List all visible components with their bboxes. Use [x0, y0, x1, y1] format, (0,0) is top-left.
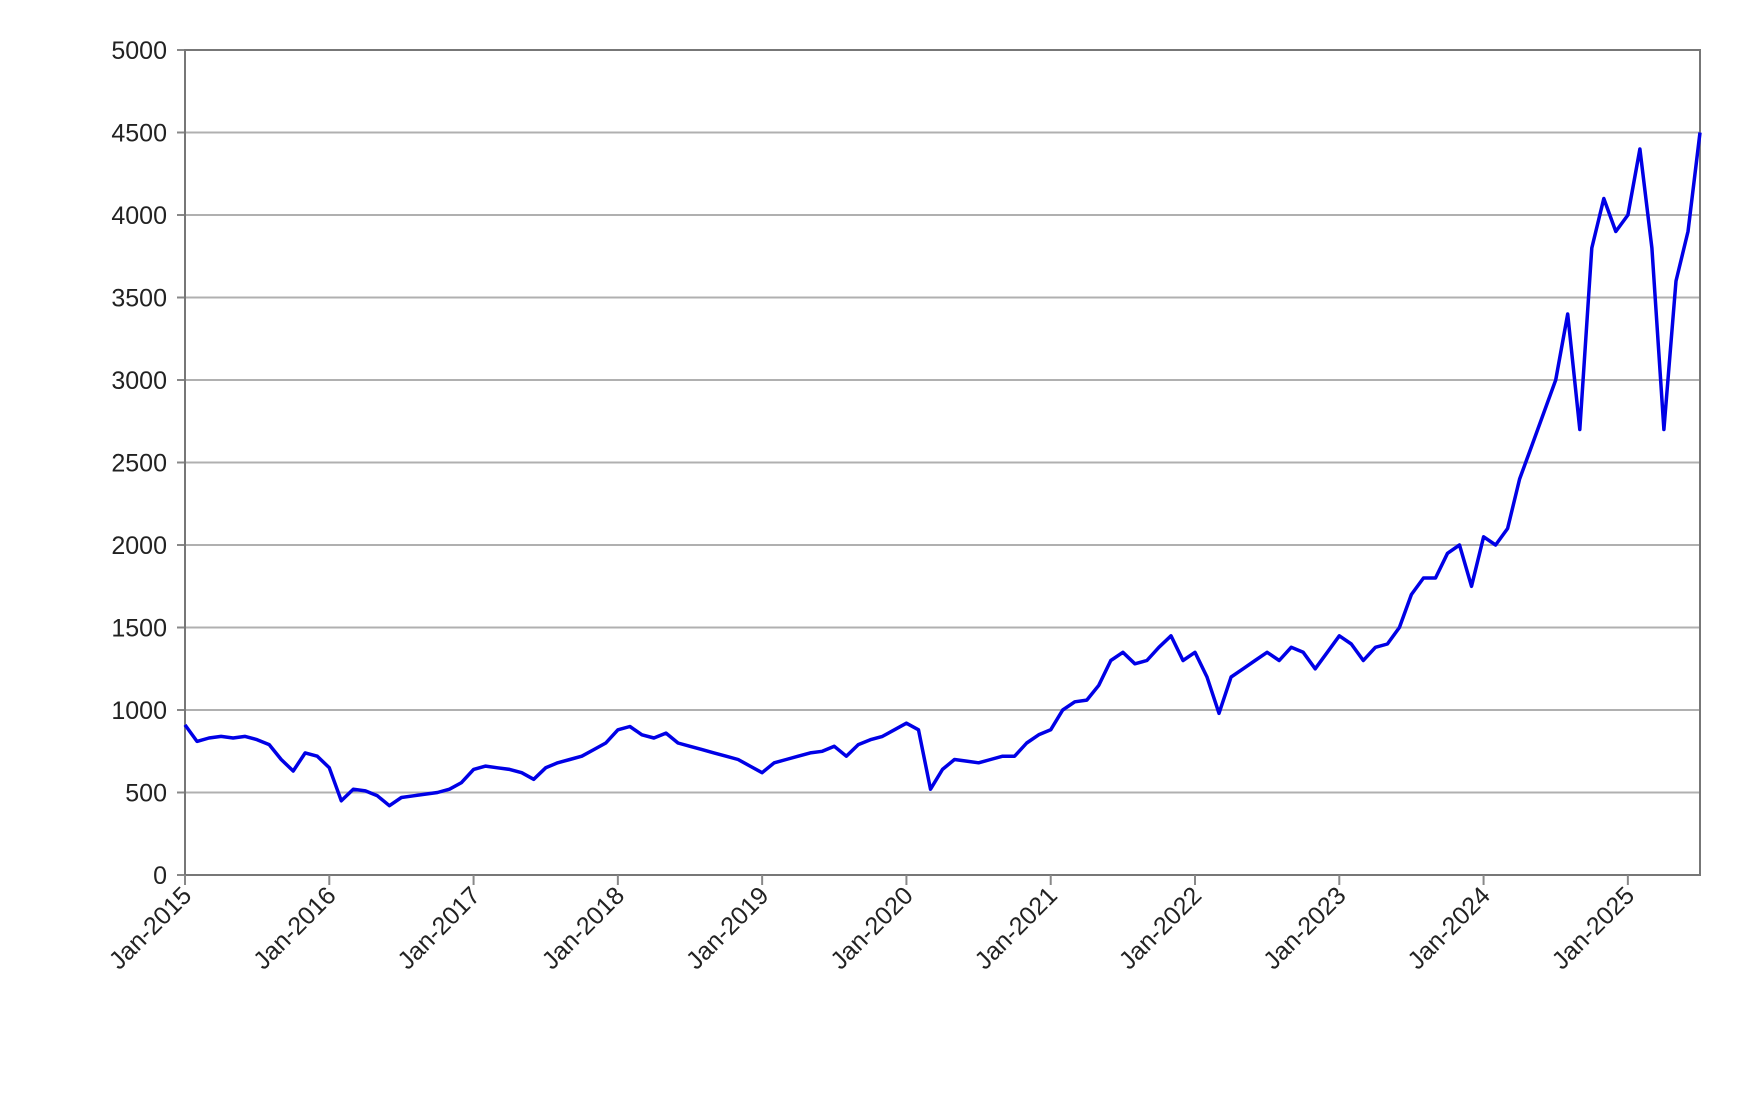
plot-border [184, 49, 1701, 876]
y-tick-label: 3500 [111, 285, 167, 313]
x-tick-label: Jan-2019 [681, 881, 775, 975]
x-tick-label: Jan-2015 [104, 881, 198, 975]
x-tick-label: Jan-2016 [248, 881, 342, 975]
y-tick-label: 0 [153, 862, 167, 890]
data-line [183, 132, 1702, 808]
x-tick-label: Jan-2023 [1258, 881, 1352, 975]
y-tick-label: 3000 [111, 367, 167, 395]
y-tick-label: 2000 [111, 532, 167, 560]
y-tick-label: 4500 [111, 120, 167, 148]
y-tick-label: 1500 [111, 615, 167, 643]
x-tick-label: Jan-2024 [1402, 881, 1496, 975]
x-tick-label: Jan-2021 [969, 881, 1063, 975]
x-tick-label: Jan-2020 [825, 881, 919, 975]
y-tick-label: 5000 [111, 37, 167, 65]
x-tick-label: Jan-2025 [1547, 881, 1641, 975]
x-tick-label: Jan-2022 [1114, 881, 1208, 975]
x-tick-label: Jan-2018 [537, 881, 631, 975]
y-tick-label: 2500 [111, 450, 167, 478]
y-tick-label: 500 [125, 780, 167, 808]
y-tick-label: 1000 [111, 697, 167, 725]
x-tick-label: Jan-2017 [392, 881, 486, 975]
y-tick-label: 4000 [111, 202, 167, 230]
